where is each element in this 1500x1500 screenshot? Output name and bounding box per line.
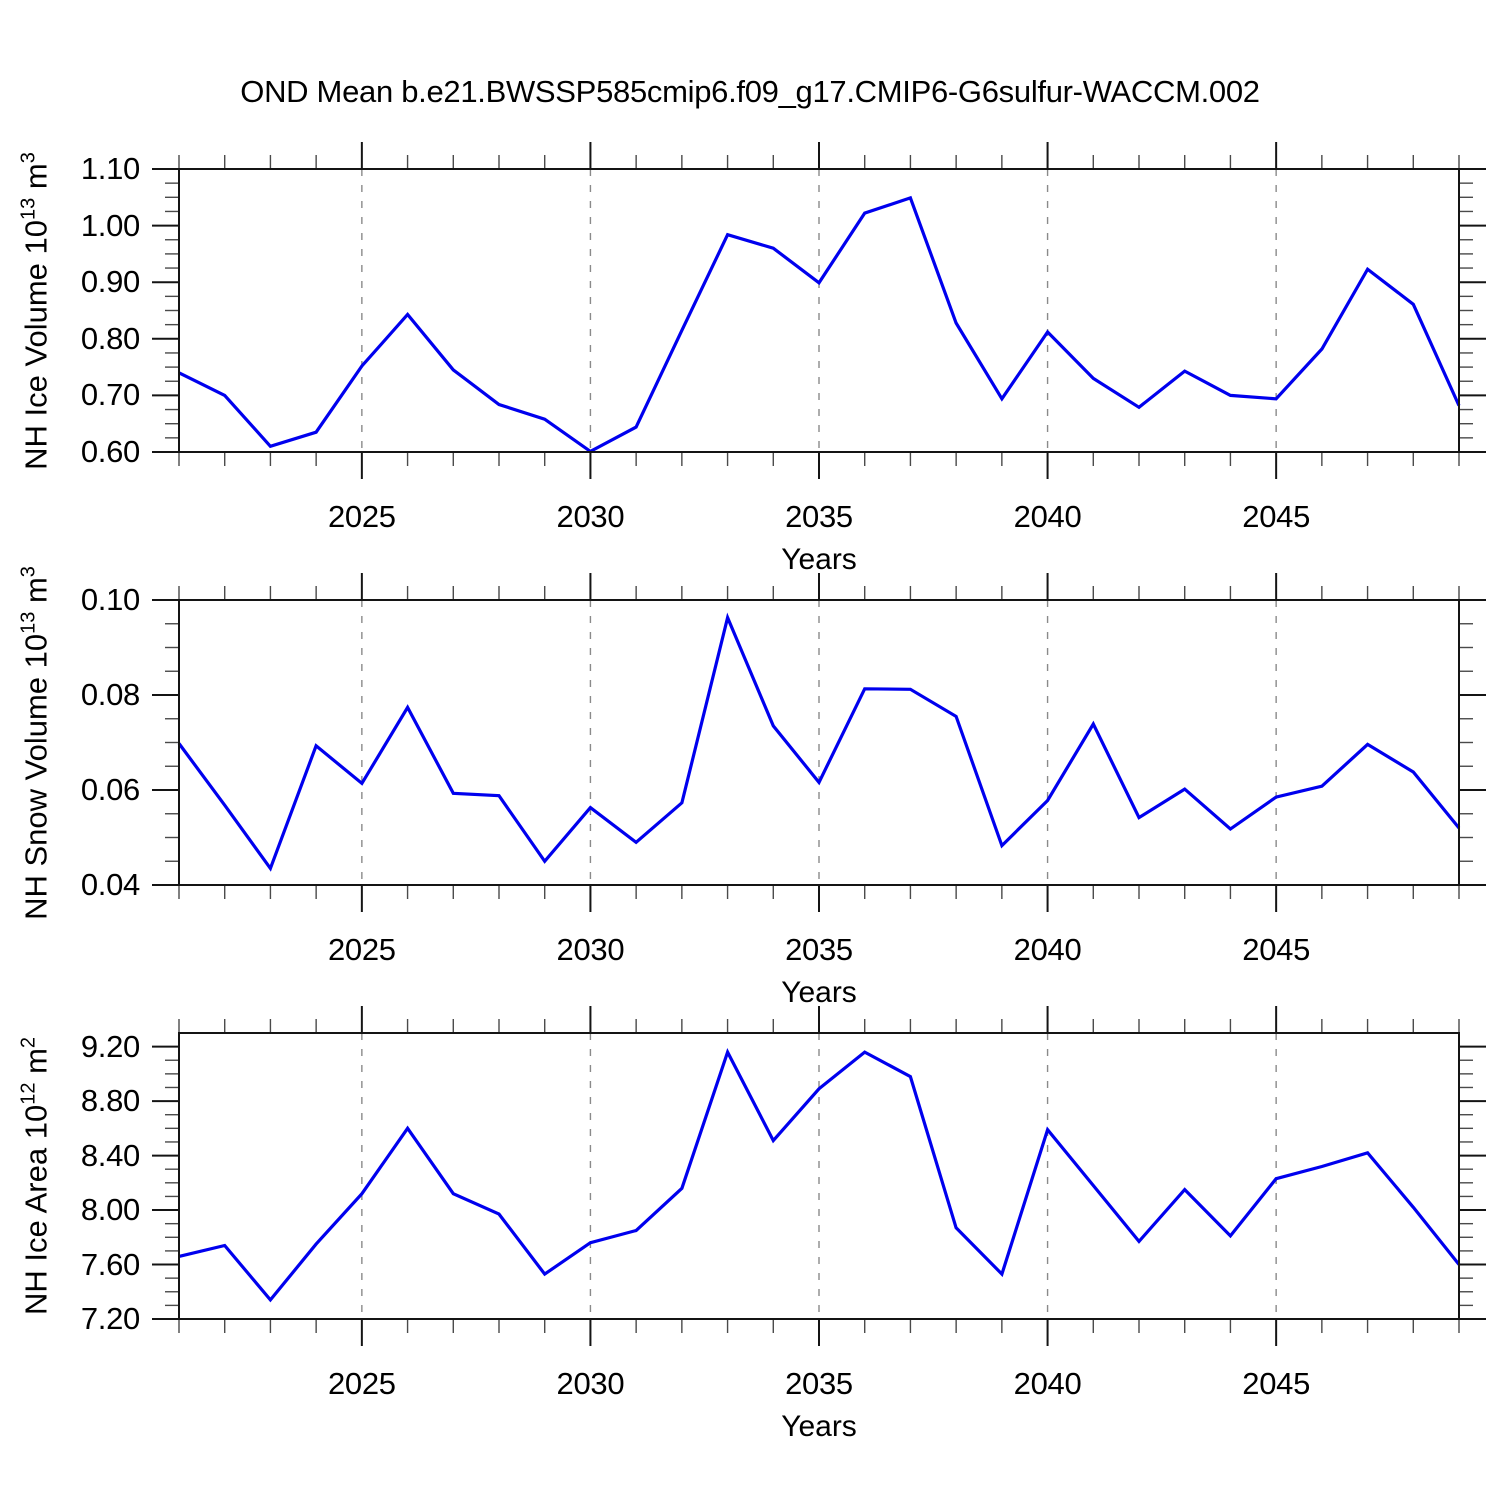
panel2-y-tick-label-0.08: 0.08 [80,677,140,712]
panel1-y-tick-label-1.00: 1.00 [80,207,140,243]
panel2-y-tick-label-0.06: 0.06 [80,772,140,807]
panel1-x-tick-label-2035: 2035 [785,499,853,534]
panel2-x-tick-label-2030: 2030 [556,932,625,967]
figure-title: OND Mean b.e21.BWSSP585cmip6.f09_g17.CMI… [240,74,1260,109]
panel2-y-axis-title: NH Snow Volume 1013 m3 [18,566,55,920]
panel2-x-tick-label-2035: 2035 [785,932,853,967]
panel3-y-tick-label-9.20: 9.20 [80,1028,140,1064]
panel3-y-tick-label-7.20: 7.20 [80,1301,140,1336]
panel2-y-tick-label-0.10: 0.10 [80,582,140,617]
panel1-y-tick-label-0.60: 0.60 [80,434,140,469]
panel2-y-tick-label-0.04: 0.04 [80,867,140,902]
panel3-y-tick-label-8.00: 8.00 [80,1192,140,1228]
panel2-x-tick-label-2045: 2045 [1242,932,1311,967]
panel3-x-tick-label-2035: 2035 [785,1366,853,1401]
panel3-x-axis-title: Years [781,1410,857,1443]
panel1-data-line [178,195,1461,454]
panel1-x-tick-label-2040: 2040 [1013,499,1082,534]
panel2-x-axis-title: Years [781,976,857,1009]
panel3-y-tick-label-7.60: 7.60 [80,1246,140,1282]
panel1-x-tick-label-2025: 2025 [327,499,396,534]
panel1-y-tick-label-0.80: 0.80 [80,320,140,356]
panel3-x-tick-label-2045: 2045 [1242,1366,1311,1401]
panel2-data-line [177,612,1461,872]
panel2-y-axis-title-unit-exponent: 3 [17,565,40,577]
panel2-plot-box [178,599,1460,886]
panel3-plot-box [178,1032,1460,1320]
panel1-x-tick-label-2045: 2045 [1242,499,1311,534]
panel1-y-tick-label-0.90: 0.90 [80,264,140,300]
panel3-x-tick-label-2030: 2030 [556,1366,625,1401]
panel2-x-tick-label-2040: 2040 [1013,932,1082,967]
panel3-y-tick-label-8.80: 8.80 [80,1083,140,1119]
panel1-x-axis-title: Years [781,543,857,576]
panel1-y-tick-label-0.70: 0.70 [80,377,140,413]
panel3-x-tick-label-2040: 2040 [1013,1366,1082,1401]
panel3-data-line [178,1048,1461,1303]
panel1-y-tick-label-1.10: 1.10 [80,151,140,186]
panel2-x-tick-label-2025: 2025 [327,932,396,967]
panel3-x-tick-label-2025: 2025 [327,1366,396,1401]
panel3-y-tick-label-8.40: 8.40 [80,1137,140,1173]
panel1-plot-box [178,168,1460,453]
panel1-x-tick-label-2030: 2030 [556,499,625,534]
panel1-y-axis-title: NH Ice Volume 1013 m3 [18,152,55,470]
